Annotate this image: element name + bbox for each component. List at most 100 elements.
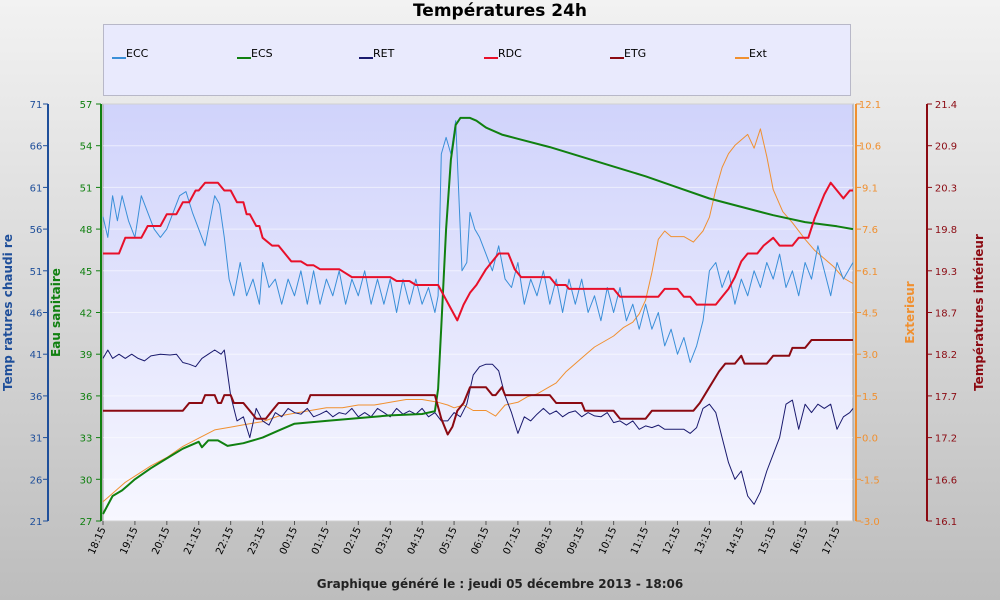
legend-swatch xyxy=(735,57,749,59)
series-line-etg xyxy=(103,339,853,436)
legend-label: ETG xyxy=(624,46,647,60)
eau_sanitaire-axis-label: Eau sanitaire xyxy=(49,268,63,357)
x-tick-label: 08:15 xyxy=(533,526,555,557)
legend-swatch xyxy=(610,57,624,59)
legend-swatch xyxy=(359,57,373,59)
eau_sanitaire-tick-label: 33 xyxy=(80,434,93,445)
x-tick-label: 18:15 xyxy=(87,526,109,557)
series-line-ecc xyxy=(102,120,854,363)
x-tick-label: 16:15 xyxy=(789,526,811,557)
legend-item-ret: RET xyxy=(359,46,394,60)
eau_sanitaire-tick-label: 57 xyxy=(80,100,93,111)
temp_chaudiere-tick-label: 41 xyxy=(30,350,43,361)
temp_chaudiere-tick-label: 56 xyxy=(30,225,43,236)
x-tick-label: 11:15 xyxy=(629,526,651,557)
footer-generated: Graphique généré le : jeudi 05 décembre … xyxy=(316,577,684,591)
legend-item-ext: Ext xyxy=(735,46,767,60)
exterieur-tick-label: 10.6 xyxy=(859,142,881,153)
exterieur-tick-label: 6.1 xyxy=(862,267,878,278)
exterieur-tick-label: -3.0 xyxy=(860,517,880,528)
exterieur-tick-label: 9.1 xyxy=(862,183,878,194)
temp_chaudiere-tick-label: 66 xyxy=(30,142,43,153)
exterieur-axis-label: Exterieur xyxy=(903,281,917,344)
temp_interieur-tick-label: 16.1 xyxy=(935,517,957,528)
x-tick-label: 04:15 xyxy=(406,526,428,557)
x-tick-label: 15:15 xyxy=(757,526,779,557)
temp_interieur-tick-label: 19.3 xyxy=(935,267,957,278)
temp_interieur-tick-label: 19.8 xyxy=(935,225,957,236)
legend-item-ecs: ECS xyxy=(237,46,273,60)
eau_sanitaire-tick-label: 36 xyxy=(80,392,93,403)
x-tick-label: 20:15 xyxy=(150,526,172,557)
exterieur-tick-label: 12.1 xyxy=(859,100,881,111)
legend-label: RET xyxy=(373,46,395,60)
x-tick-label: 03:15 xyxy=(374,526,396,557)
temp_interieur-axis-label: Températures intérieur xyxy=(972,234,986,391)
chart-title: Températures 24h xyxy=(412,1,588,21)
exterieur-tick-label: 4.5 xyxy=(862,309,878,320)
x-tick-label: 12:15 xyxy=(661,526,683,557)
x-tick-label: 17:15 xyxy=(821,526,843,557)
eau_sanitaire-tick-label: 30 xyxy=(80,475,93,486)
temp_chaudiere-tick-label: 26 xyxy=(30,475,43,486)
eau_sanitaire-tick-label: 48 xyxy=(80,225,93,236)
temp_interieur-tick-label: 16.6 xyxy=(935,475,957,486)
temp_chaudiere-tick-label: 31 xyxy=(30,434,43,445)
temp_interieur-tick-label: 21.4 xyxy=(935,100,957,111)
x-tick-label: 06:15 xyxy=(470,526,492,557)
legend-item-rdc: RDC xyxy=(484,46,522,60)
temp_interieur-tick-label: 18.7 xyxy=(935,309,957,320)
x-tick-label: 07:15 xyxy=(501,526,523,557)
exterieur-tick-label: -1.5 xyxy=(860,475,880,486)
exterieur-tick-label: 3.0 xyxy=(862,350,878,361)
temp_chaudiere-tick-label: 61 xyxy=(30,183,43,194)
legend-swatch xyxy=(237,57,251,59)
legend-swatch xyxy=(112,57,126,59)
chart-svg: 21 26 31 36 41 46 51 56 61 66 71 Temp ratures chaud… xyxy=(1,100,986,557)
x-tick-label: 14:15 xyxy=(725,526,747,557)
x-tick-label: 00:15 xyxy=(278,526,300,557)
legend-label: ECC xyxy=(126,46,149,60)
legend-label: Ext xyxy=(749,46,767,60)
exterieur-tick-label: 0.0 xyxy=(862,434,878,445)
series-line-ecs xyxy=(102,116,854,515)
eau_sanitaire-tick-label: 51 xyxy=(80,183,93,194)
temp_interieur-tick-label: 17.2 xyxy=(935,434,957,445)
temp_chaudiere-tick-label: 36 xyxy=(30,392,43,403)
series-line-ret xyxy=(102,349,854,505)
x-tick-label: 23:15 xyxy=(246,526,268,557)
temp_chaudiere-tick-label: 46 xyxy=(30,309,43,320)
temp_interieur-tick-label: 20.9 xyxy=(935,142,957,153)
series-line-ext xyxy=(102,128,854,503)
exterieur-tick-label: 1.5 xyxy=(862,392,878,403)
legend-item-ecc: ECC xyxy=(112,46,148,60)
eau_sanitaire-tick-label: 45 xyxy=(80,267,93,278)
temp_chaudiere-tick-label: 71 xyxy=(30,100,43,111)
x-tick-label: 19:15 xyxy=(118,526,140,557)
x-tick-label: 22:15 xyxy=(214,526,236,557)
legend: ECC ECS RET RDC ETG Ext xyxy=(103,24,851,96)
x-tick-label: 01:15 xyxy=(310,526,332,557)
x-tick-label: 09:15 xyxy=(565,526,587,557)
temp_interieur-tick-label: 18.2 xyxy=(935,350,957,361)
temp_chaudiere-axis-label: Temp ratures chaudi re xyxy=(1,234,15,391)
eau_sanitaire-tick-label: 27 xyxy=(80,517,93,528)
temp_interieur-tick-label: 17.7 xyxy=(935,392,957,403)
series-line-rdc xyxy=(103,181,853,322)
eau_sanitaire-tick-label: 39 xyxy=(80,350,93,361)
x-tick-label: 05:15 xyxy=(438,526,460,557)
eau_sanitaire-tick-label: 54 xyxy=(80,142,93,153)
legend-label: RDC xyxy=(498,46,522,60)
x-tick-label: 10:15 xyxy=(597,526,619,557)
legend-label: ECS xyxy=(251,46,273,60)
exterieur-tick-label: 7.6 xyxy=(862,225,878,236)
eau_sanitaire-tick-label: 42 xyxy=(80,309,93,320)
x-tick-label: 02:15 xyxy=(342,526,364,557)
temp_chaudiere-tick-label: 51 xyxy=(30,267,43,278)
temp_chaudiere-tick-label: 21 xyxy=(30,517,43,528)
legend-item-etg: ETG xyxy=(610,46,646,60)
legend-swatch xyxy=(484,57,498,59)
x-tick-label: 13:15 xyxy=(693,526,715,557)
x-tick-label: 21:15 xyxy=(182,526,204,557)
temp_interieur-tick-label: 20.3 xyxy=(935,183,957,194)
